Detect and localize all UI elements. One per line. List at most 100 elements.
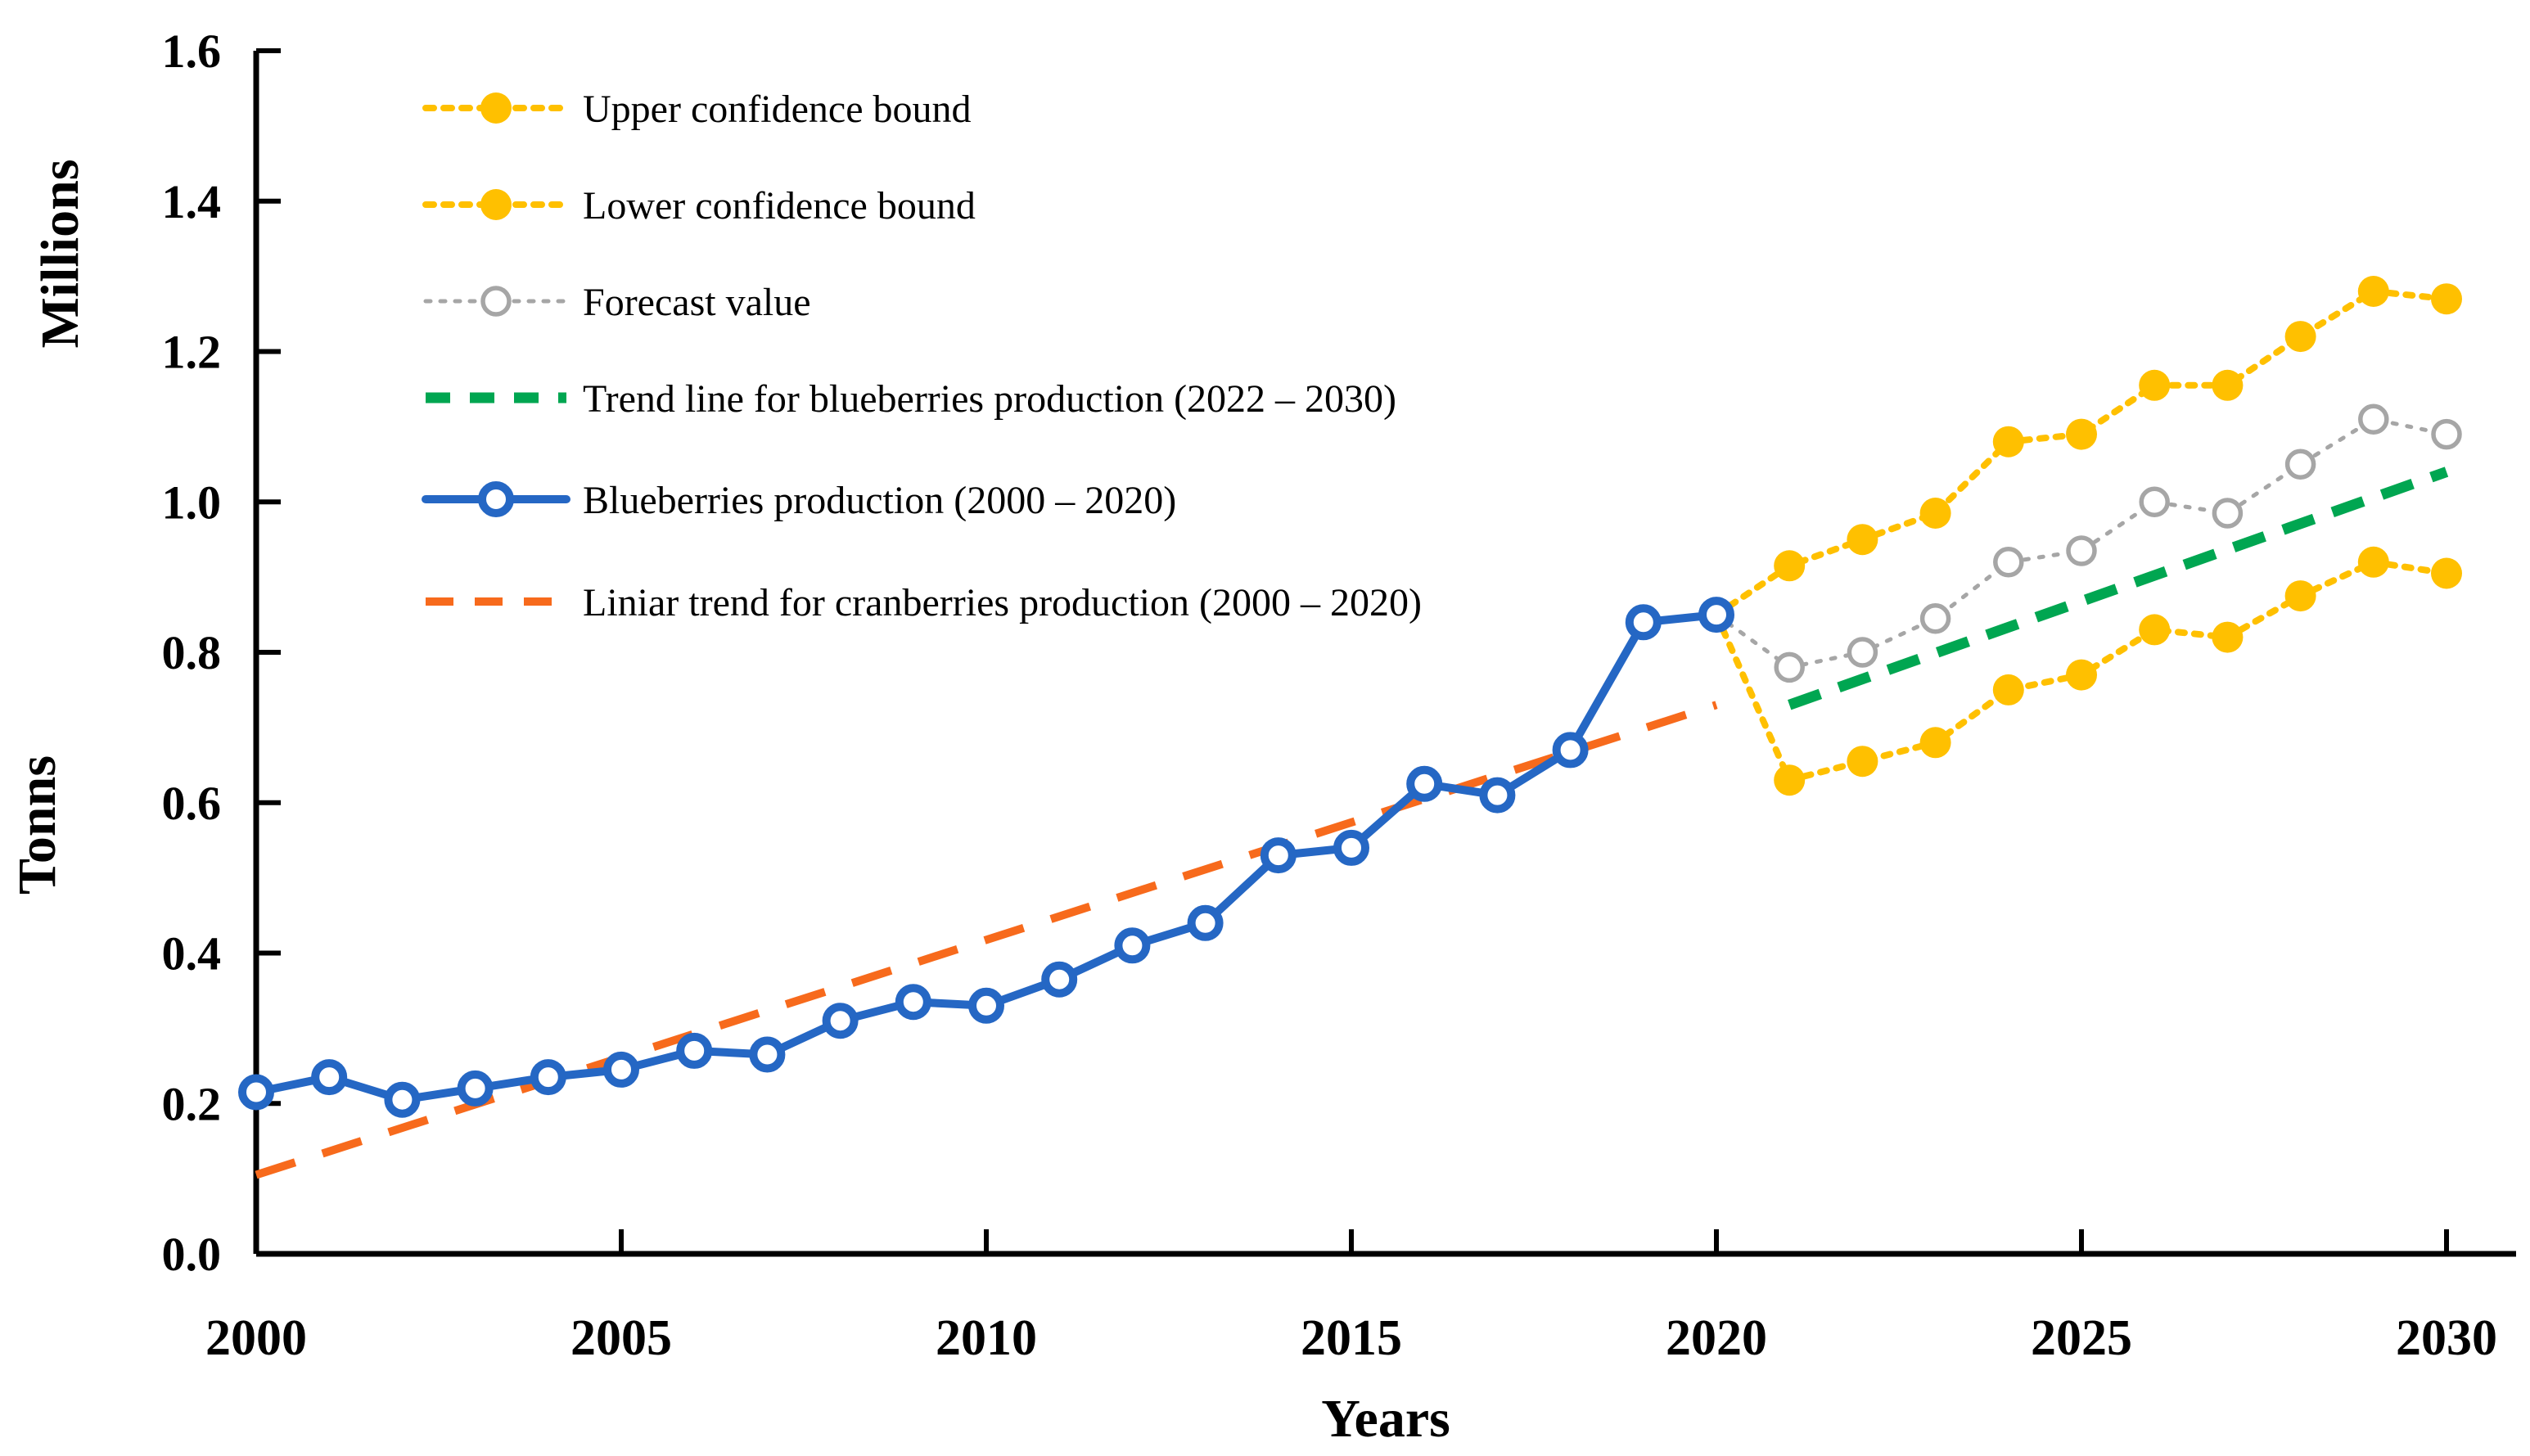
data-point — [1774, 764, 1806, 796]
data-point — [1625, 604, 1662, 641]
legend-label: Liniar trend for cranberries production … — [583, 581, 1422, 624]
series-blueberries-line — [252, 611, 1720, 1104]
y-axis-units-label: Millions — [30, 159, 90, 348]
data-point — [822, 1003, 859, 1039]
x-tick-label: 2010 — [936, 1310, 1037, 1366]
series-upper-bound — [1713, 276, 2462, 619]
data-point — [384, 1081, 421, 1118]
data-point — [603, 1051, 639, 1088]
legend-item-blueberries: Blueberries production (2000 – 2020) — [422, 479, 1176, 522]
data-point — [1993, 547, 2024, 578]
legend-label: Upper confidence bound — [583, 88, 972, 131]
data-point — [2139, 369, 2171, 401]
data-point — [1698, 597, 1734, 633]
data-point — [1847, 746, 1878, 778]
data-point — [2284, 321, 2316, 353]
data-point — [2358, 403, 2389, 435]
series-blueberries — [238, 597, 1734, 1118]
y-tick-label: 1.2 — [162, 326, 222, 379]
x-axis-title: Years — [1321, 1389, 1450, 1449]
data-point — [457, 1070, 494, 1107]
data-point — [2066, 659, 2097, 691]
y-tick-label: 0.4 — [162, 927, 222, 980]
data-point — [2139, 614, 2171, 646]
data-point — [480, 286, 512, 317]
y-tick-label: 0.8 — [162, 626, 222, 679]
x-tick-label: 2020 — [1666, 1310, 1767, 1366]
data-point — [1919, 498, 1951, 529]
data-point — [2066, 535, 2097, 566]
y-tick-label: 0.2 — [162, 1077, 222, 1130]
data-point — [480, 92, 512, 124]
data-point — [2212, 369, 2244, 401]
series-trend-cranberries-line — [255, 701, 1718, 1179]
legend: Upper confidence bound Lower confidence b… — [422, 88, 1422, 624]
series-trend-blueberries — [1788, 467, 2449, 710]
data-point — [968, 987, 1004, 1024]
data-point — [1041, 961, 1078, 998]
data-point — [2066, 418, 2097, 450]
data-point — [2431, 418, 2462, 450]
series-lower-bound — [1713, 546, 2462, 796]
data-point — [1187, 904, 1224, 941]
y-tick-label: 1.4 — [162, 175, 222, 228]
legend-label: Trend line for blueberries production (2… — [583, 377, 1396, 421]
data-point — [2284, 449, 2316, 480]
axes: 0.0 0.2 0.4 0.6 0.8 1.0 1.2 1.4 1.6 2000 2005 2010 2… — [162, 25, 2516, 1366]
data-point — [478, 481, 514, 517]
x-tick-label: 2005 — [570, 1310, 672, 1366]
y-tick-label: 0.0 — [162, 1228, 222, 1281]
data-point — [676, 1032, 713, 1069]
data-point — [2357, 546, 2389, 578]
data-point — [1919, 727, 1951, 759]
data-point — [480, 189, 512, 220]
data-point — [1919, 602, 1951, 634]
data-point — [311, 1059, 348, 1096]
x-tick-label: 2015 — [1301, 1310, 1402, 1366]
data-point — [238, 1074, 274, 1111]
data-point — [2212, 621, 2244, 653]
series-trend-blueberries-line — [1788, 467, 2449, 710]
x-tick-label: 2000 — [205, 1310, 307, 1366]
data-point — [1992, 426, 2024, 458]
x-tick-label: 2030 — [2396, 1310, 2497, 1366]
series-trend-cranberries — [255, 701, 1718, 1179]
data-point — [749, 1036, 786, 1073]
data-point — [1847, 524, 1878, 556]
data-point — [1774, 651, 1805, 683]
legend-label: Forecast value — [583, 281, 811, 324]
data-point — [1333, 829, 1369, 866]
legend-item-upper-bound: Upper confidence bound — [422, 88, 972, 131]
data-point — [1479, 777, 1516, 814]
x-tick-label: 2025 — [2031, 1310, 2132, 1366]
legend-label: Lower confidence bound — [583, 184, 976, 228]
data-point — [2357, 276, 2389, 307]
data-point — [2139, 486, 2170, 518]
data-point — [2431, 557, 2462, 589]
data-point — [895, 984, 931, 1021]
data-point — [1992, 674, 2024, 705]
data-point — [1406, 765, 1443, 802]
y-tick-label: 0.6 — [162, 777, 222, 830]
y-tick-label: 1.6 — [162, 25, 222, 78]
y-axis-title: Tonns — [7, 755, 67, 895]
legend-item-trend-cranberries: Liniar trend for cranberries production … — [426, 581, 1422, 624]
series-forecast — [1714, 403, 2462, 683]
y-tick-label: 1.0 — [162, 476, 222, 529]
data-point — [1774, 550, 1806, 582]
data-point — [1260, 837, 1297, 874]
data-point — [1552, 732, 1589, 769]
legend-item-forecast: Forecast value — [423, 281, 811, 324]
data-point — [1847, 637, 1878, 668]
legend-item-lower-bound: Lower confidence bound — [422, 184, 976, 228]
data-point — [2284, 580, 2316, 612]
legend-item-trend-blueberries: Trend line for blueberries production (2… — [426, 377, 1396, 421]
plot-series — [238, 276, 2462, 1179]
series-upper-bound-line — [1713, 288, 2450, 619]
data-point — [2212, 498, 2244, 529]
data-point — [1114, 927, 1151, 964]
data-point — [2431, 283, 2462, 315]
legend-label: Blueberries production (2000 – 2020) — [583, 479, 1176, 522]
